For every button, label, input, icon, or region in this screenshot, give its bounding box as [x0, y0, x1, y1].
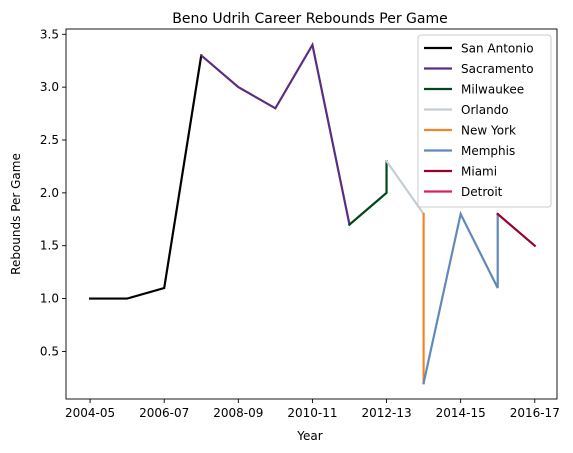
x-axis-title: Year: [296, 429, 322, 443]
legend: San Antonio Sacramento Milwaukee Orlando New…: [417, 34, 552, 208]
legend-label-sacramento: Sacramento: [461, 62, 534, 76]
y-tick-label: 2.0: [40, 186, 59, 200]
legend-label-milwaukee: Milwaukee: [461, 83, 524, 97]
series-line-miami: [496, 212, 537, 248]
x-tick-label: 2008-09: [213, 406, 263, 420]
x-tick-label: 2014-15: [436, 406, 486, 420]
legend-label-orlando: Orlando: [461, 103, 509, 117]
series-line-milwaukee: [347, 160, 388, 227]
legend-label-miami: Miami: [461, 165, 497, 179]
y-tick-label: 3.0: [40, 80, 59, 94]
x-tick-label: 2006-07: [139, 406, 189, 420]
legend-label-new-york: New York: [461, 124, 516, 138]
series-line-orlando: [385, 159, 426, 216]
y-tick-label: 1.0: [40, 292, 59, 306]
series-line-san-antonio: [88, 54, 203, 300]
y-tick-label: 0.5: [40, 344, 59, 358]
legend-box: [417, 34, 552, 208]
y-tick-label: 2.5: [40, 133, 59, 147]
series-line-sacramento: [199, 41, 351, 226]
legend-label-memphis: Memphis: [461, 144, 515, 158]
y-tick-label: 3.5: [40, 27, 59, 41]
x-axis: 2004-05 2006-07 2008-09 2010-11 2012-13 2014-…: [65, 399, 560, 420]
legend-label-san-antonio: San Antonio: [461, 42, 534, 56]
x-tick-label: 2010-11: [287, 406, 337, 420]
y-axis-title: Rebounds Per Game: [9, 153, 23, 275]
series-line-memphis: [422, 210, 499, 385]
plot-border: [65, 28, 558, 400]
x-tick-label: 2004-05: [65, 406, 115, 420]
chart-title: Beno Udrih Career Rebounds Per Game: [172, 11, 447, 27]
y-tick-label: 1.5: [40, 239, 59, 253]
legend-label-detroit: Detroit: [461, 185, 503, 199]
y-axis: 0.5 1.0 1.5 2.0 2.5 3.0 3.5: [40, 27, 66, 358]
series-lines: [88, 41, 537, 385]
x-tick-label: 2016-17: [510, 406, 560, 420]
x-tick-label: 2012-13: [361, 406, 411, 420]
